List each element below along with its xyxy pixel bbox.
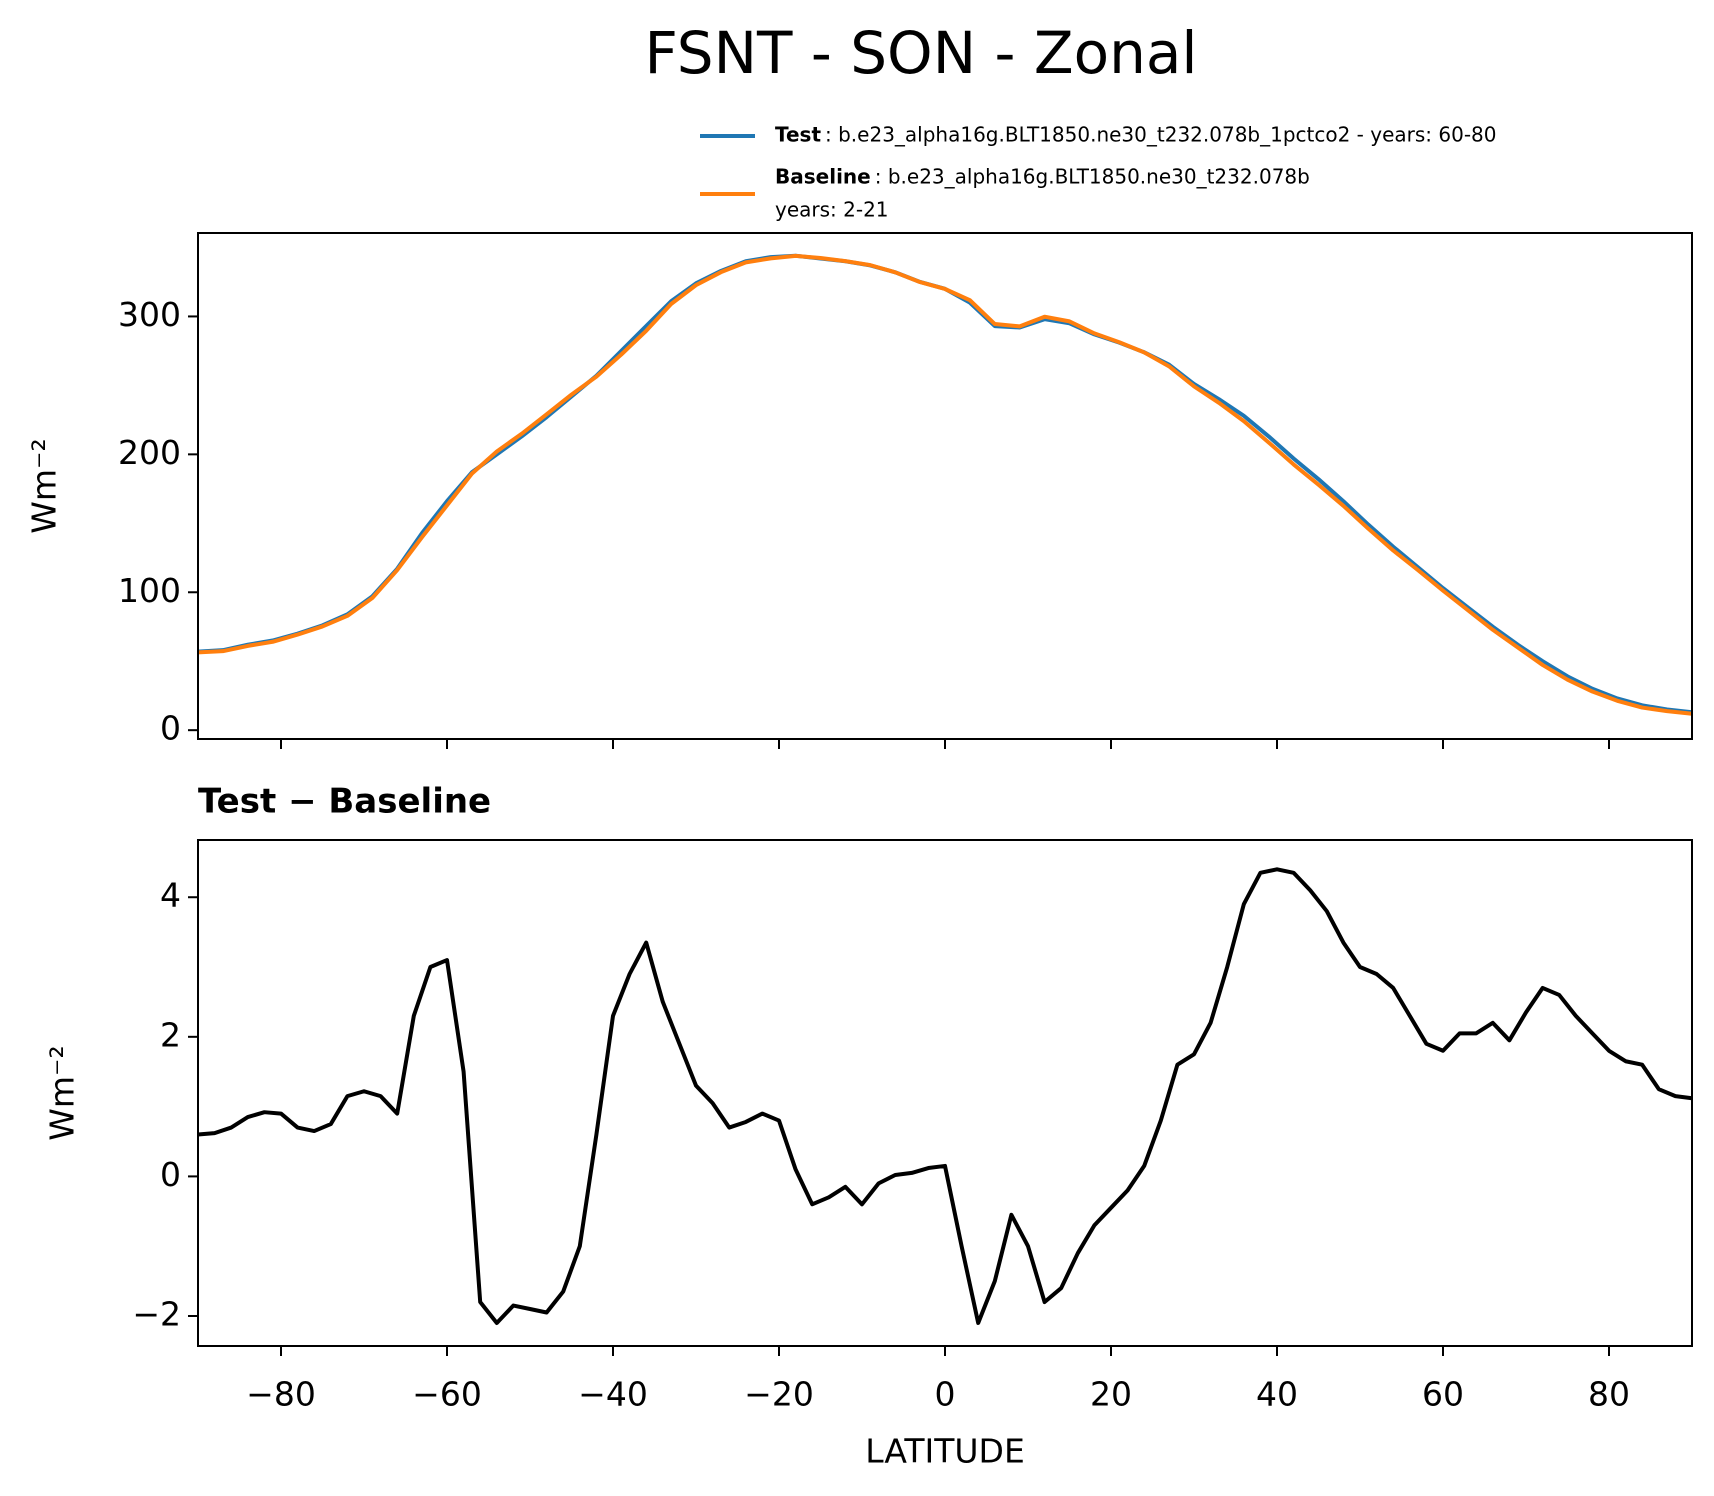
y-tick-label: 4 — [160, 876, 181, 915]
y-tick-label: 0 — [160, 1155, 181, 1194]
y-tick-label: 0 — [160, 709, 181, 748]
y-axis-label: Wm⁻² — [43, 1045, 82, 1140]
y-tick-label: 200 — [118, 433, 181, 472]
subplot-title: Test − Baseline — [198, 782, 491, 822]
data-line — [197, 253, 1693, 715]
x-tick-label: 60 — [1422, 1375, 1464, 1414]
legend-description: : b.e23_alpha16g.BLT1850.ne30_t232.078b_… — [825, 123, 1497, 147]
legend-label: Baseline — [775, 165, 871, 189]
x-tick-label: −60 — [412, 1375, 482, 1414]
x-tick-label: −80 — [246, 1375, 316, 1414]
data-line — [197, 867, 1693, 1325]
x-axis-label: LATITUDE — [865, 1432, 1025, 1471]
x-tick-label: 20 — [1090, 1375, 1132, 1414]
legend-description: : b.e23_alpha16g.BLT1850.ne30_t232.078b — [875, 165, 1310, 189]
y-tick-label: 2 — [160, 1015, 181, 1054]
x-tick-label: −40 — [578, 1375, 648, 1414]
plot-frame — [197, 839, 1693, 1347]
x-tick-label: 0 — [935, 1375, 956, 1414]
figure-title: FSNT - SON - Zonal — [644, 19, 1197, 87]
x-tick-label: 40 — [1256, 1375, 1298, 1414]
legend-label: Test — [775, 123, 821, 147]
y-tick-label: −2 — [132, 1294, 181, 1333]
legend-description: years: 2-21 — [775, 198, 889, 222]
data-line — [197, 253, 1693, 716]
y-tick-label: 100 — [118, 571, 181, 610]
y-axis-label: Wm⁻² — [25, 438, 64, 533]
y-tick-label: 300 — [118, 295, 181, 334]
x-tick-label: 80 — [1588, 1375, 1630, 1414]
x-tick-label: −20 — [744, 1375, 814, 1414]
plot-frame — [197, 232, 1693, 740]
